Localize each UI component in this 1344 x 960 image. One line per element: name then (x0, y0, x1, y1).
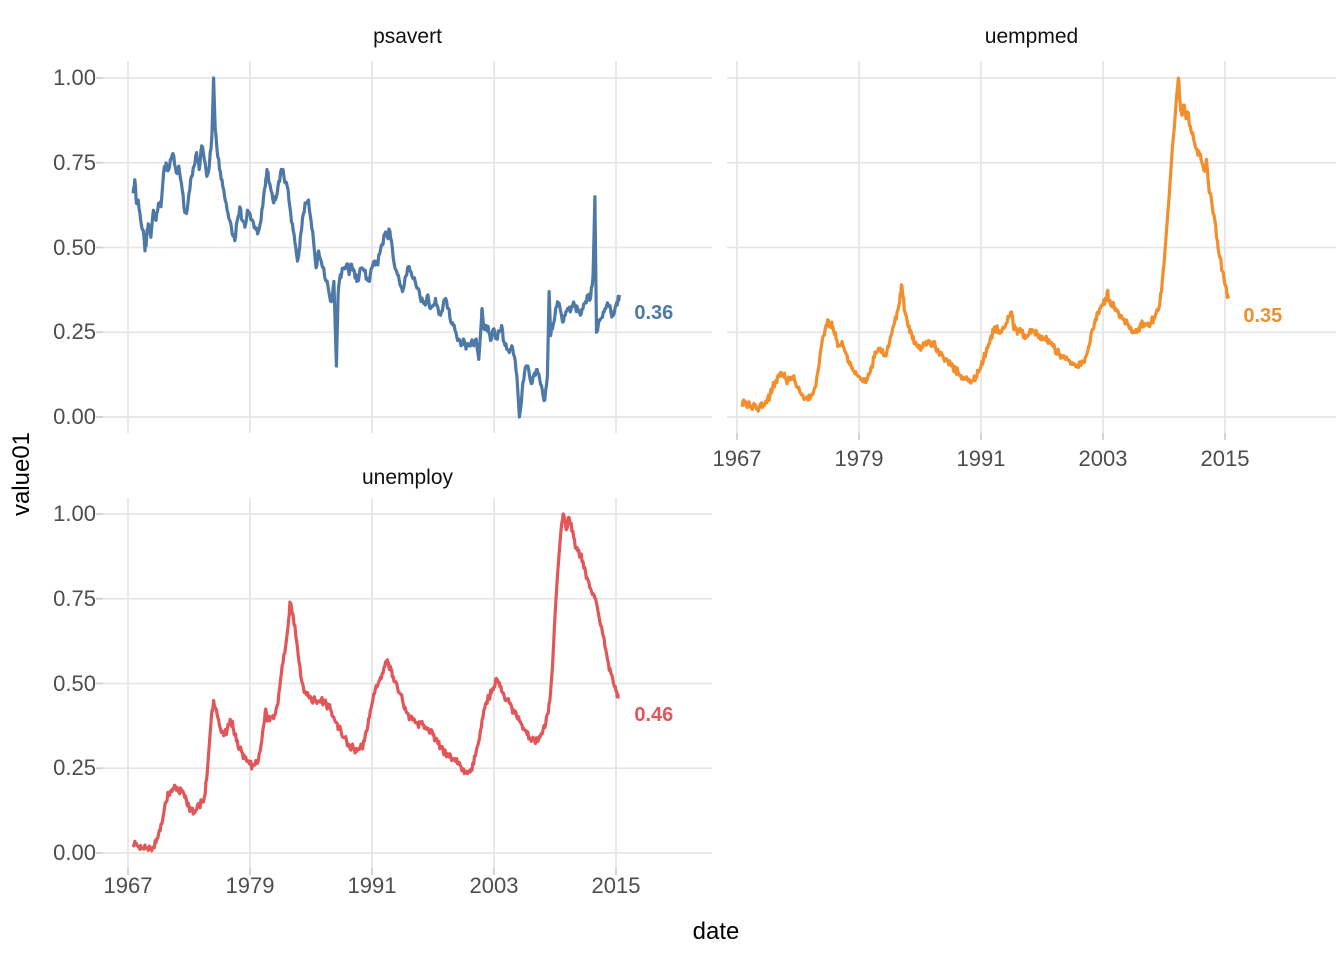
x-tick-label: 1967 (103, 873, 153, 898)
y-tick-label: 0.25 (53, 319, 96, 345)
y-tick-label: 0.75 (53, 585, 96, 611)
x-tick-label: 1979 (834, 446, 884, 471)
x-tick-label: 2015 (591, 873, 641, 898)
y-tick-label: 0.50 (53, 234, 96, 260)
y-tick-label: 0.75 (53, 149, 96, 175)
x-tick-label: 2003 (1078, 446, 1128, 471)
y-tick-label: 0.50 (53, 670, 96, 696)
facet-strip-uempmed: uempmed (984, 25, 1079, 48)
x-tick-label: 1991 (956, 446, 1006, 471)
x-axis-title: date (692, 918, 740, 945)
y-tick-label: 0.25 (53, 755, 96, 781)
x-tick-label: 1967 (712, 446, 762, 471)
facet-strip-unemploy: unemploy (361, 466, 454, 489)
series-line-unemploy (131, 512, 621, 853)
series-end-label-unemploy: 0.46 (634, 704, 674, 727)
x-tick-label: 1979 (225, 873, 275, 898)
y-tick-label: 1.00 (53, 501, 96, 526)
y-tick-label: 0.00 (53, 840, 96, 865)
x-tick-label: 1991 (347, 873, 397, 898)
facet-strip-psavert: psavert (373, 25, 442, 48)
series-line-psavert (131, 76, 621, 419)
x-tick-label: 2015 (1200, 446, 1250, 471)
series-end-label-uempmed: 0.35 (1243, 305, 1283, 328)
y-tick-label: 0.00 (53, 404, 96, 429)
series-end-label-psavert: 0.36 (634, 301, 674, 324)
series-line-uempmed (740, 76, 1230, 413)
x-tick-label: 2003 (469, 873, 519, 898)
y-tick-label: 1.00 (53, 65, 96, 90)
